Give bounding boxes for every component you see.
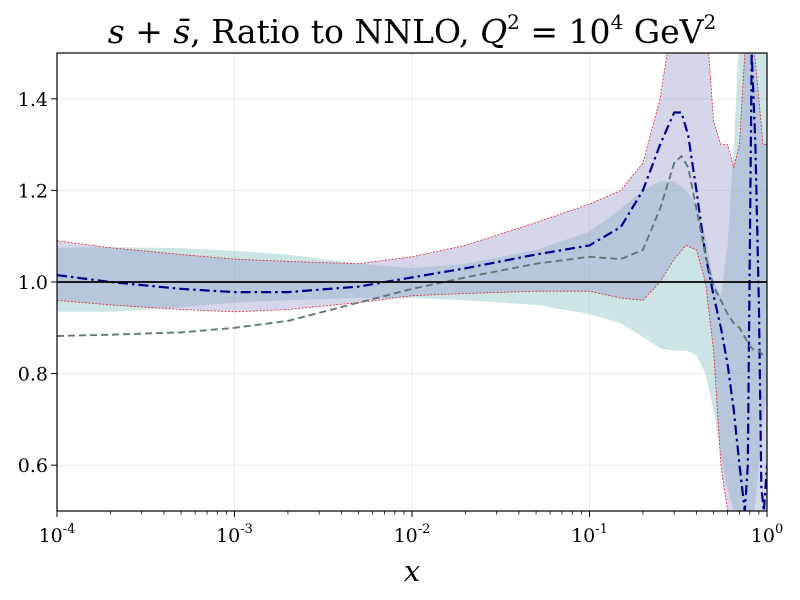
x-axis-label: x <box>404 554 420 588</box>
x-tick-label-4: 100 <box>751 522 783 547</box>
title-prefix: s + s̄ <box>108 12 191 51</box>
purple-band-lower-edge <box>57 244 767 511</box>
x-tick-label-2: 10-2 <box>394 522 431 547</box>
x-tick-label-1: 10-3 <box>216 522 253 547</box>
y-tick-label-1: 0.8 <box>18 364 48 386</box>
gray-dashed <box>57 154 767 357</box>
chart-title: s + s̄, Ratio to NNLO, Q2 = 104 GeV2 <box>108 10 716 51</box>
y-tick-label-4: 1.4 <box>18 89 48 111</box>
x-tick-label-0: 10-4 <box>39 522 76 547</box>
title-q: Q <box>480 12 507 51</box>
title-eq: = 10 <box>520 12 611 51</box>
x-tick-label-3: 10-1 <box>571 522 608 547</box>
axis-ticks: 10-4 10-3 10-2 10-1 100 0.6 0.8 1.0 1.2 1.4 <box>18 89 783 547</box>
purple-band-upper-edge <box>57 53 767 265</box>
title-unit: GeV <box>623 12 704 51</box>
title-ten-exponent: 4 <box>611 10 624 34</box>
series-lines <box>57 53 767 511</box>
title-unit-exponent: 2 <box>703 10 716 34</box>
y-tick-label-3: 1.2 <box>18 180 48 202</box>
title-text: , Ratio to NNLO, <box>190 12 480 51</box>
title-q-exponent: 2 <box>507 10 520 34</box>
y-tick-label-2: 1.0 <box>18 272 48 294</box>
y-tick-label-0: 0.6 <box>18 455 48 477</box>
navy-dashdot <box>57 53 767 511</box>
